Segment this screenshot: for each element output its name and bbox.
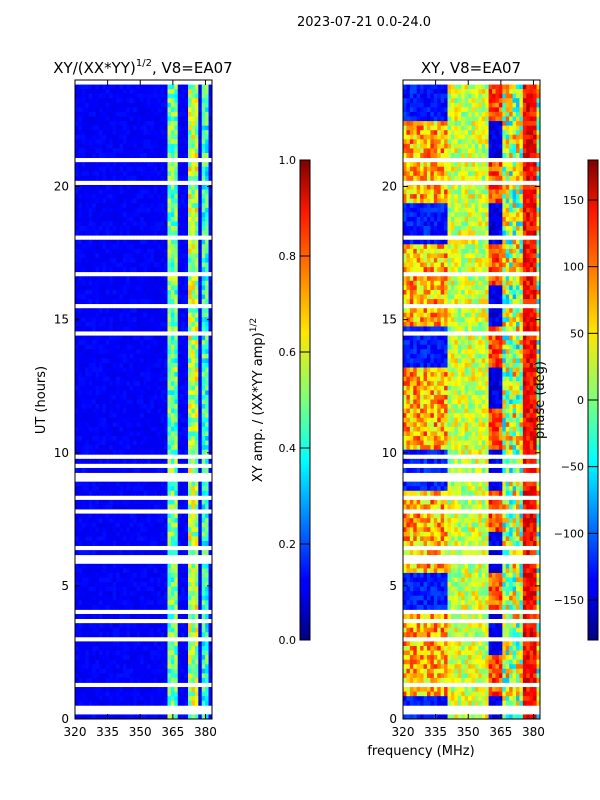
colorbar1-gradient — [299, 159, 311, 641]
panel1-frame — [74, 79, 213, 720]
phase-heatmap — [403, 84, 540, 719]
y-tick-label: 10 — [54, 446, 69, 460]
colorbar-tick-label: 0.0 — [279, 634, 297, 647]
panel2-frame — [402, 79, 541, 720]
panel2-axes: 320 335 350 365 380 0 5 10 15 20 — [382, 80, 545, 739]
y-tick-label: 15 — [382, 313, 397, 327]
x-tick-label: 365 — [161, 725, 184, 739]
colorbar-tick-label: 0.8 — [279, 250, 297, 263]
y-tick-label: 0 — [61, 712, 69, 726]
colorbar-tick-label: −50 — [561, 461, 584, 474]
colorbar2-label: phase (deg) — [533, 361, 548, 439]
y-tick-label: 20 — [382, 180, 397, 194]
colorbar-phase: −150 −100 −50 0 50 100 150 phase (deg) — [533, 159, 599, 641]
colorbar-tick-label: 150 — [563, 194, 584, 207]
colorbar-tick-label: 50 — [570, 327, 584, 340]
colorbar-tick-label: 0.6 — [279, 346, 297, 359]
colorbar-tick-label: 1.0 — [279, 154, 297, 167]
x-tick-label: 380 — [522, 725, 545, 739]
x-tick-label: 320 — [64, 725, 87, 739]
x-tick-label: 350 — [129, 725, 152, 739]
y-tick-label: 0 — [389, 712, 397, 726]
panel1-title: XY/(XX*YY)1/2, V8=EA07 — [53, 58, 232, 77]
x-tick-label: 380 — [194, 725, 217, 739]
y-tick-label: 10 — [382, 446, 397, 460]
colorbar2-ticks: −150 −100 −50 0 50 100 150 — [554, 194, 598, 607]
colorbar1-ticks: 0.0 0.2 0.4 0.6 0.8 1.0 — [279, 154, 310, 647]
panel-phase: XY, V8=EA07 320 335 350 365 380 0 5 10 15 20 — [382, 59, 545, 739]
colorbar-tick-label: 0.2 — [279, 538, 297, 551]
colorbar-amplitude: 0.0 0.2 0.4 0.6 0.8 1.0 XY amp. / (XX*YY amp)… — [249, 154, 311, 647]
figure-title: 2023-07-21 0.0-24.0 — [297, 15, 431, 30]
colorbar-tick-label: −150 — [554, 594, 584, 607]
colorbar-tick-label: 100 — [563, 261, 584, 274]
x-tick-label: 320 — [392, 725, 415, 739]
panel2-title: XY, V8=EA07 — [421, 59, 521, 77]
x-tick-label: 350 — [457, 725, 480, 739]
y-tick-label: 5 — [389, 579, 397, 593]
x-tick-label: 335 — [424, 725, 447, 739]
colorbar-tick-label: −100 — [554, 527, 584, 540]
panel1-axes: 320 335 350 365 380 0 5 10 15 20 — [54, 80, 217, 739]
y-tick-label: 15 — [54, 313, 69, 327]
y-tick-label: 5 — [61, 579, 69, 593]
panel-amplitude: XY/(XX*YY)1/2, V8=EA07 320 335 350 365 380 0 5… — [34, 58, 233, 739]
amplitude-heatmap — [75, 84, 212, 719]
x-tick-label: 335 — [96, 725, 119, 739]
x-tick-label: 365 — [489, 725, 512, 739]
colorbar1-label: XY amp. / (XX*YY amp)1/2 — [249, 318, 266, 482]
x-axis-label: frequency (MHz) — [367, 744, 474, 759]
y-tick-label: 20 — [54, 180, 69, 194]
y-axis-label: UT (hours) — [34, 366, 49, 434]
colorbar-tick-label: 0.4 — [279, 442, 297, 455]
colorbar-tick-label: 0 — [577, 394, 584, 407]
